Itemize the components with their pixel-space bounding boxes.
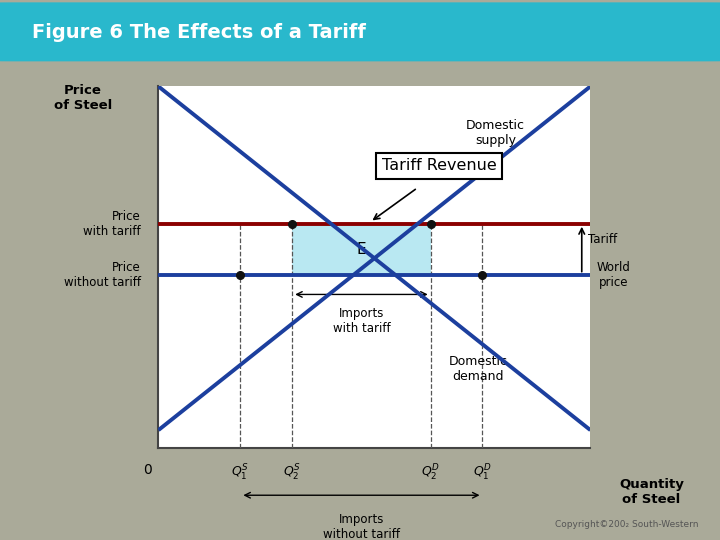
Polygon shape — [292, 224, 431, 274]
Text: Tariff Revenue: Tariff Revenue — [382, 159, 497, 173]
Text: Imports
without tariff: Imports without tariff — [323, 514, 400, 540]
Text: E: E — [356, 242, 366, 256]
Text: $Q_1^D$: $Q_1^D$ — [473, 463, 492, 483]
Text: Price
with tariff: Price with tariff — [84, 210, 141, 238]
Text: $Q_1^S$: $Q_1^S$ — [232, 463, 249, 483]
Text: Domestic
supply: Domestic supply — [466, 119, 525, 147]
Text: 0: 0 — [143, 463, 152, 477]
Text: Domestic
demand: Domestic demand — [449, 355, 508, 383]
Text: $Q_2^D$: $Q_2^D$ — [421, 463, 440, 483]
Text: Figure 6 The Effects of a Tariff: Figure 6 The Effects of a Tariff — [32, 23, 366, 42]
Text: Price
without tariff: Price without tariff — [64, 260, 141, 288]
Text: Copyright©200₂ South-Western: Copyright©200₂ South-Western — [555, 520, 698, 529]
FancyBboxPatch shape — [0, 3, 720, 60]
Text: World
price: World price — [597, 260, 631, 288]
Text: Price
of Steel: Price of Steel — [54, 84, 112, 112]
Text: $Q_2^S$: $Q_2^S$ — [284, 463, 301, 483]
Text: Tariff: Tariff — [588, 233, 617, 246]
Text: Imports
with tariff: Imports with tariff — [333, 307, 390, 335]
Text: Quantity
of Steel: Quantity of Steel — [619, 478, 684, 506]
